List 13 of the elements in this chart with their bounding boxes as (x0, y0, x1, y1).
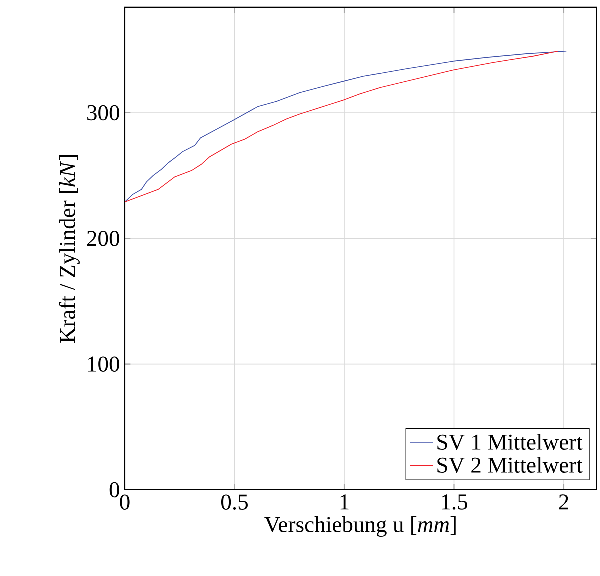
y-axis-title: Kraft / Zylinder [kN] (59, 155, 80, 343)
x-tick-label: 0 (120, 494, 130, 510)
y-tick-label: 300 (88, 105, 120, 121)
y-tick-label: 200 (87, 231, 120, 246)
x-tick-label: 2 (559, 494, 568, 510)
x-axis-title: Verschiebung u [mm] (264, 516, 456, 538)
x-tick-label: 1.5 (442, 494, 468, 510)
legend-label: SV 2 Mittelwert (438, 457, 583, 474)
x-tick-label: 1 (340, 494, 349, 510)
y-tick-label: 100 (88, 356, 120, 372)
y-tick-label: 0 (110, 482, 120, 498)
x-tick-label: 0.5 (221, 494, 248, 510)
legend-label: SV 1 Mittelwert (438, 434, 583, 450)
